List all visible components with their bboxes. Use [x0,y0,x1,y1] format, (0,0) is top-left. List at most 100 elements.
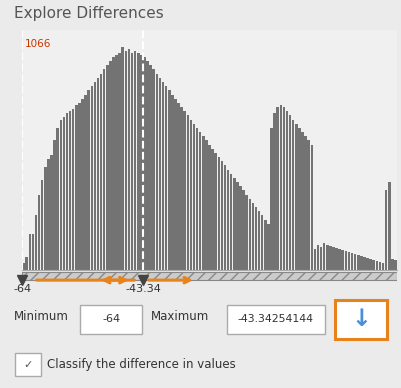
Bar [224,165,226,270]
Bar [388,182,391,270]
Bar [199,132,201,270]
Bar [242,191,245,270]
Bar [348,252,350,270]
Bar [205,140,208,270]
Bar [165,86,167,270]
Bar [326,245,328,270]
Text: 1066: 1066 [25,40,51,49]
Bar [310,145,313,270]
Bar [208,145,211,270]
FancyBboxPatch shape [335,300,387,338]
Bar [261,215,263,270]
Bar [317,245,319,270]
Bar [87,90,90,270]
Bar [134,51,136,270]
Bar [344,251,347,270]
Bar [146,61,149,270]
Bar [245,195,248,270]
Bar [28,234,31,270]
Bar [69,111,71,270]
Bar [57,128,59,270]
Bar [267,224,269,270]
Bar [320,247,322,270]
Bar [283,107,285,270]
Bar [78,103,81,270]
Bar [351,253,353,270]
Bar [103,69,105,270]
Bar [186,115,189,270]
Bar [156,74,158,270]
Bar [354,254,356,270]
Bar [338,249,341,270]
Bar [125,51,127,270]
Bar [168,90,170,270]
Bar [332,247,335,270]
Bar [227,170,229,270]
Text: Classify the difference in values: Classify the difference in values [47,358,236,371]
Bar [171,95,174,270]
Bar [41,180,43,270]
Bar [162,82,164,270]
FancyBboxPatch shape [15,353,41,376]
Bar [159,78,161,270]
Bar [264,220,267,270]
Bar [131,53,133,270]
Bar [22,272,397,280]
Bar [112,57,115,270]
Text: -64: -64 [13,284,31,294]
Bar [174,99,177,270]
Bar [301,132,304,270]
Bar [239,186,242,270]
Bar [25,257,28,270]
Bar [75,105,77,270]
Bar [279,105,282,270]
Bar [276,107,279,270]
Bar [32,234,34,270]
Bar [329,246,332,270]
Bar [93,82,96,270]
Bar [66,113,68,270]
Bar [196,128,198,270]
Bar [184,111,186,270]
Bar [391,259,394,270]
Bar [357,255,360,270]
Bar [97,78,99,270]
Bar [236,182,239,270]
Bar [255,207,257,270]
Bar [385,191,387,270]
Bar [376,262,378,270]
Bar [53,140,56,270]
Bar [273,113,276,270]
Bar [221,161,223,270]
Bar [128,48,130,270]
Bar [22,272,397,280]
Bar [304,136,307,270]
Bar [143,57,146,270]
FancyBboxPatch shape [80,305,142,334]
Text: -64: -64 [102,314,121,324]
Bar [215,153,217,270]
Bar [81,99,84,270]
Bar [152,69,155,270]
Bar [202,136,205,270]
Text: ↓: ↓ [351,307,371,331]
Bar [22,263,25,270]
Bar [63,118,65,270]
Bar [292,120,294,270]
Text: Explore Differences: Explore Differences [14,6,164,21]
Bar [258,211,260,270]
Bar [270,128,273,270]
Bar [211,149,214,270]
Bar [84,95,87,270]
Bar [190,120,192,270]
Bar [180,107,183,270]
Bar [91,86,93,270]
Bar [100,74,102,270]
Bar [382,263,384,270]
Bar [44,168,47,270]
Bar [252,203,254,270]
Text: Minimum: Minimum [14,310,69,323]
Bar [72,109,75,270]
Bar [323,242,326,270]
Bar [369,259,372,270]
